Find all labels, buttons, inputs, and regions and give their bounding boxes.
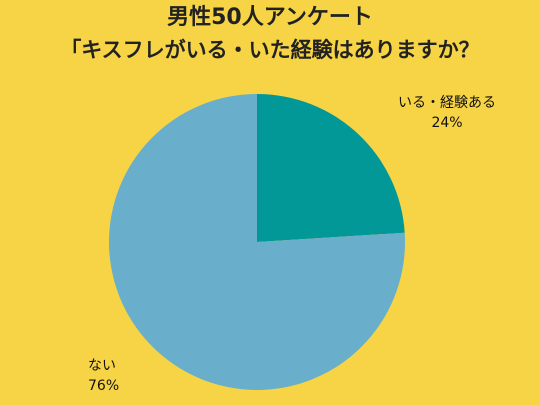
slice-label-yes-name: いる・経験ある [398,95,496,111]
slice-label-yes-value: 24% [431,115,463,131]
pie-slice-1 [109,94,405,390]
slice-label-yes: いる・経験ある 24% [372,93,522,133]
slice-label-no-name: ない [88,358,116,374]
chart-title: 男性50人アンケート [167,5,373,30]
pie-slice-0 [257,94,405,242]
slice-label-no: ない 76% [88,356,168,396]
slice-label-no-value: 76% [88,378,120,394]
chart-subtitle: 「キスフレがいる・いた経験はありますか？ [60,38,480,62]
